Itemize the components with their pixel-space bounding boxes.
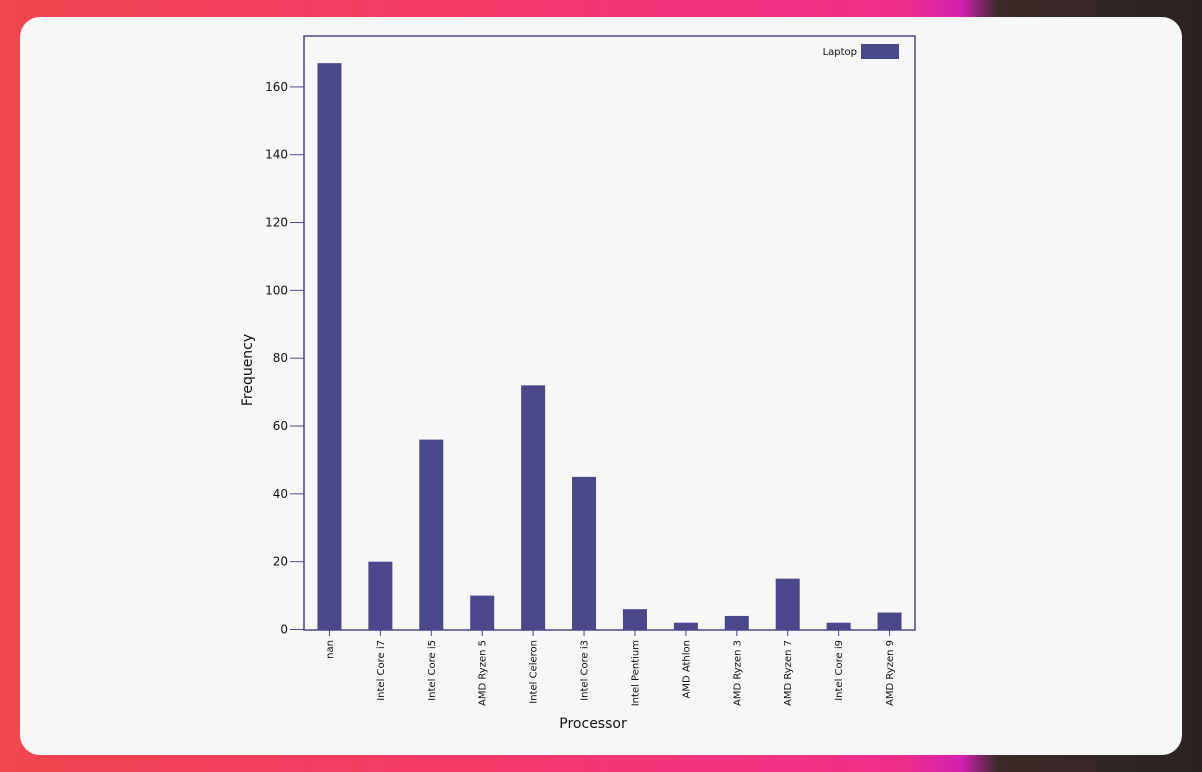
- y-axis-label: Frequency: [240, 334, 256, 406]
- chart-card: [20, 17, 1182, 755]
- y-tick-label: 140: [265, 148, 288, 162]
- legend-swatch: [861, 44, 899, 59]
- x-tick-label: Intel Core i5: [427, 640, 438, 701]
- bar: [521, 385, 546, 630]
- x-tick-label: AMD Ryzen 9: [885, 640, 896, 706]
- bar: [572, 476, 597, 630]
- bar: [775, 578, 800, 630]
- y-tick-label: 160: [265, 80, 288, 94]
- y-tick-label: 120: [265, 216, 288, 230]
- y-tick-label: 100: [265, 283, 288, 297]
- legend-label: Laptop: [823, 47, 857, 58]
- x-tick-label: Intel Core i7: [376, 640, 387, 701]
- y-tick-label: 20: [273, 555, 288, 569]
- x-tick-label: Intel Core i9: [834, 640, 845, 701]
- bar: [317, 63, 342, 630]
- x-tick-label: nan: [325, 640, 336, 659]
- y-tick-label: 80: [273, 351, 288, 365]
- x-axis-label: Processor: [559, 716, 627, 732]
- y-tick-label: 40: [273, 487, 288, 501]
- x-tick-label: Intel Pentium: [630, 640, 641, 706]
- y-tick-label: 60: [273, 419, 288, 433]
- bar: [724, 615, 749, 630]
- x-tick-label: AMD Ryzen 3: [732, 640, 743, 706]
- bar: [877, 612, 902, 630]
- bar: [470, 595, 495, 630]
- x-tick-label: AMD Ryzen 7: [783, 640, 794, 706]
- x-tick-label: Intel Celeron: [529, 640, 540, 704]
- bar: [622, 609, 647, 630]
- bar: [826, 622, 851, 630]
- bar: [673, 622, 698, 630]
- plot-frame: [303, 35, 916, 631]
- y-tick-label: 0: [280, 623, 288, 637]
- bar: [368, 561, 393, 630]
- x-tick-label: AMD Athlon: [681, 640, 692, 699]
- bar: [419, 439, 444, 630]
- x-tick-label: AMD Ryzen 5: [478, 640, 489, 706]
- x-tick-label: Intel Core i3: [580, 640, 591, 701]
